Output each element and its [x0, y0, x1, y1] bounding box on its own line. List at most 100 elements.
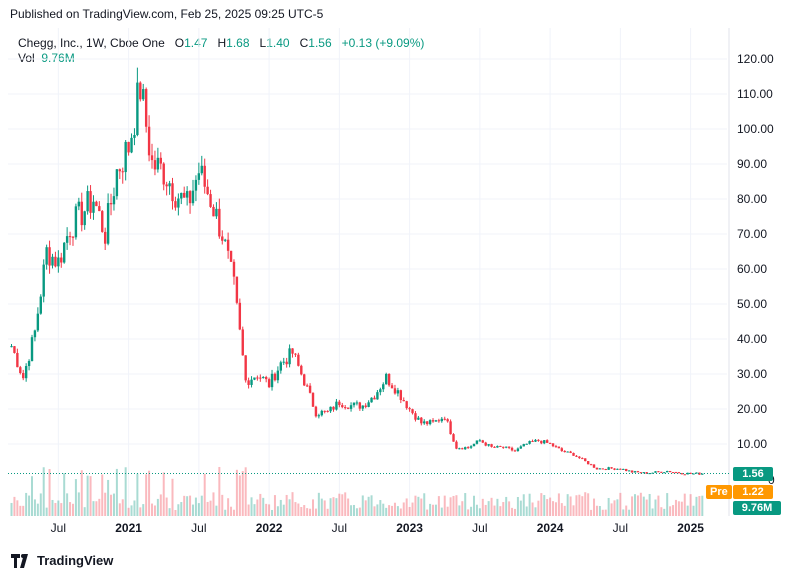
volume-bar: [320, 498, 323, 516]
volume-bar: [487, 501, 490, 516]
candle-body: [86, 191, 89, 212]
y-tick-label: 80.00: [737, 192, 767, 206]
candle-body: [247, 380, 250, 385]
candle-body: [446, 419, 449, 422]
volume-bar: [13, 496, 16, 516]
volume-bar: [153, 505, 156, 516]
candle-body: [431, 420, 435, 422]
candle-body: [390, 385, 394, 389]
candle-body: [200, 165, 203, 174]
volume-bar: [42, 467, 45, 516]
volume-bar: [314, 508, 317, 516]
candle-body: [159, 157, 162, 164]
candle-body: [262, 377, 265, 379]
candle-body: [218, 208, 221, 237]
volume-bar: [525, 506, 528, 516]
candle-body: [174, 201, 177, 208]
volume-bar: [215, 505, 218, 516]
candle-body: [393, 388, 397, 394]
volume-bar: [148, 470, 151, 516]
candle-body: [191, 190, 195, 204]
candle-body: [358, 402, 362, 409]
volume-bar: [370, 495, 373, 516]
candle-body: [630, 470, 634, 473]
candle-body: [232, 261, 236, 277]
candle-body: [238, 302, 242, 330]
y-tick-label: 90.00: [737, 157, 767, 171]
candle-body: [651, 472, 654, 474]
candle-body: [578, 456, 581, 459]
y-tick-label: 10.00: [737, 437, 767, 451]
candle-body: [30, 337, 34, 362]
volume-bar: [121, 499, 124, 516]
candle-body: [522, 444, 525, 447]
candle-body: [68, 236, 72, 238]
volume-bar: [666, 493, 669, 516]
candle-body: [425, 421, 429, 425]
candle-body: [625, 468, 628, 471]
volume-bar: [262, 497, 265, 516]
volume-bar: [458, 505, 461, 516]
volume-bar: [461, 501, 464, 516]
candle-body: [607, 467, 610, 470]
candle-body: [598, 468, 602, 470]
volume-bar: [680, 501, 683, 516]
volume-bar: [628, 509, 631, 516]
volume-bar: [405, 498, 408, 516]
volume-bar: [10, 502, 13, 516]
y-tick-label: 110.00: [737, 87, 773, 101]
candle-body: [622, 468, 625, 470]
candle-body: [136, 82, 139, 136]
candle-body: [387, 373, 391, 386]
candle-body: [349, 405, 353, 409]
volume-bar: [552, 501, 555, 516]
volume-bar: [695, 496, 698, 516]
candle-body: [194, 179, 198, 191]
candle-body: [648, 473, 651, 475]
candle-body: [531, 441, 534, 443]
candle-body: [19, 367, 22, 373]
candle-body: [370, 397, 373, 403]
candle-body: [51, 256, 54, 266]
candle-body: [118, 169, 122, 172]
candle-body: [139, 82, 142, 100]
low-label: L: [259, 36, 267, 50]
volume-bar: [642, 496, 645, 516]
open-label: O: [174, 36, 185, 50]
candle-body: [112, 196, 116, 205]
candle-body: [504, 446, 508, 448]
candle-body: [144, 89, 148, 127]
volume-bar: [28, 495, 31, 516]
volume-bar: [110, 494, 113, 516]
volume-bar: [426, 509, 429, 516]
volume-bar: [159, 494, 162, 516]
volume-bar: [563, 505, 566, 516]
volume-bar: [326, 508, 329, 516]
candle-body: [57, 257, 60, 267]
tradingview-brand: TradingView: [11, 553, 113, 568]
candle-body: [674, 472, 678, 474]
close-value: 1.56: [308, 36, 332, 50]
candle-body: [499, 445, 502, 447]
volume-bar: [361, 495, 364, 516]
candle-body: [610, 467, 613, 469]
candle-body: [510, 447, 514, 451]
candle-body: [101, 211, 104, 232]
candle-body: [171, 183, 174, 202]
volume-bar: [273, 495, 276, 516]
candle-body: [683, 474, 686, 476]
candle-body: [619, 468, 622, 470]
candle-body: [323, 410, 326, 412]
volume-bar: [391, 505, 394, 516]
candle-body: [270, 373, 274, 388]
candle-body: [127, 141, 130, 153]
candle-body: [209, 194, 212, 207]
volume-bar: [191, 504, 194, 516]
volume-bar: [689, 494, 692, 516]
volume-bar: [57, 500, 60, 516]
candle-body: [264, 377, 268, 380]
candle-body: [150, 155, 154, 161]
volume-bar: [335, 498, 338, 516]
volume-bar: [478, 508, 481, 516]
